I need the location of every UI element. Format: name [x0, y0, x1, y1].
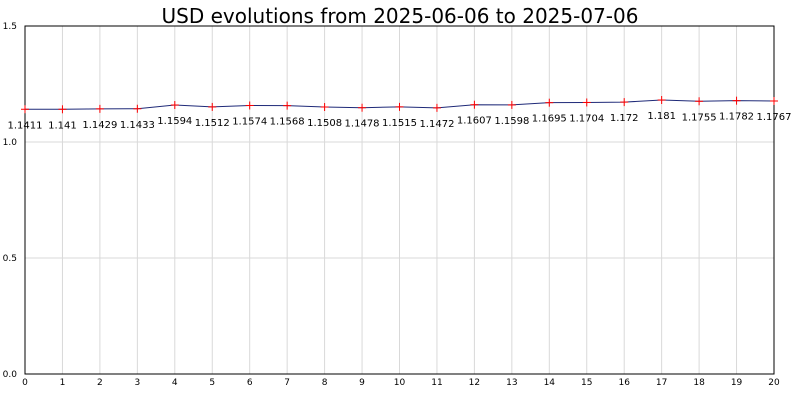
data-label: 1.1508 [307, 118, 342, 129]
x-tick-label: 8 [322, 378, 328, 388]
y-axis-ticks: 0.0 0.5 1.0 1.5 [3, 22, 18, 380]
data-label: 1.1782 [719, 112, 754, 123]
x-tick-label: 1 [60, 378, 66, 388]
data-point [582, 98, 591, 107]
data-label: 1.141 [48, 120, 77, 131]
y-tick-label: 1.0 [3, 138, 18, 148]
data-label: 1.172 [610, 113, 639, 124]
x-tick-label: 4 [172, 378, 178, 388]
grid-lines [25, 26, 774, 374]
data-point [21, 105, 29, 114]
y-tick-label: 0.0 [3, 370, 18, 380]
data-point [657, 96, 666, 105]
x-tick-label: 19 [731, 378, 743, 388]
data-label: 1.1512 [195, 118, 230, 129]
x-tick-label: 6 [247, 378, 253, 388]
x-tick-label: 14 [544, 378, 556, 388]
x-tick-label: 17 [656, 378, 667, 388]
x-tick-label: 7 [284, 378, 290, 388]
x-tick-label: 12 [469, 378, 480, 388]
series-layer [21, 96, 778, 114]
data-label: 1.1429 [82, 120, 117, 131]
x-tick-label: 20 [768, 378, 780, 388]
x-tick-label: 16 [618, 378, 630, 388]
x-tick-label: 2 [97, 378, 103, 388]
data-point [732, 96, 741, 105]
x-tick-label: 13 [506, 378, 517, 388]
data-label: 1.1598 [494, 116, 529, 127]
x-tick-label: 0 [22, 378, 28, 388]
data-point [320, 103, 329, 112]
data-point [133, 104, 142, 113]
data-point [358, 103, 367, 112]
data-label: 1.1594 [157, 116, 192, 127]
data-label: 1.1704 [569, 113, 604, 124]
data-label: 1.1695 [532, 114, 567, 125]
data-label: 1.1411 [8, 120, 43, 131]
y-tick-label: 0.5 [3, 254, 17, 264]
x-tick-label: 10 [394, 378, 406, 388]
data-label: 1.1574 [232, 116, 267, 127]
x-tick-label: 18 [693, 378, 705, 388]
data-point [245, 101, 254, 110]
x-tick-label: 11 [431, 378, 442, 388]
data-point [620, 98, 629, 107]
data-point [170, 101, 179, 110]
data-point [470, 100, 479, 109]
data-point [507, 100, 516, 109]
data-label: 1.1515 [382, 118, 417, 129]
data-point [695, 97, 704, 106]
x-tick-label: 5 [209, 378, 215, 388]
data-label: 1.1568 [270, 117, 305, 128]
data-label: 1.1607 [457, 116, 492, 127]
x-tick-label: 3 [134, 378, 140, 388]
data-point [95, 104, 104, 113]
data-labels: 1.1411 1.141 1.1429 1.1433 1.1594 1.1512 1.157… [8, 111, 792, 131]
data-point [770, 97, 778, 106]
data-point [58, 105, 67, 114]
x-tick-label: 15 [581, 378, 592, 388]
data-label: 1.1478 [345, 119, 380, 130]
x-axis-ticks: 0 1 2 3 4 5 6 7 8 9 10 11 12 13 14 15 16 17 18 19 20 [22, 378, 780, 388]
data-point [432, 103, 441, 112]
data-point [545, 98, 554, 107]
y-tick-label: 1.5 [3, 22, 17, 32]
data-label: 1.1767 [757, 112, 792, 123]
x-tick-label: 9 [359, 378, 365, 388]
data-point [283, 101, 292, 110]
data-label: 1.1433 [120, 120, 155, 131]
plot-frame [24, 25, 775, 375]
data-point [395, 102, 404, 111]
data-label: 1.181 [647, 111, 676, 122]
data-point [208, 102, 217, 111]
chart-title: USD evolutions from 2025-06-06 to 2025-0… [162, 4, 639, 28]
data-label: 1.1755 [682, 112, 717, 123]
data-label: 1.1472 [419, 119, 454, 130]
